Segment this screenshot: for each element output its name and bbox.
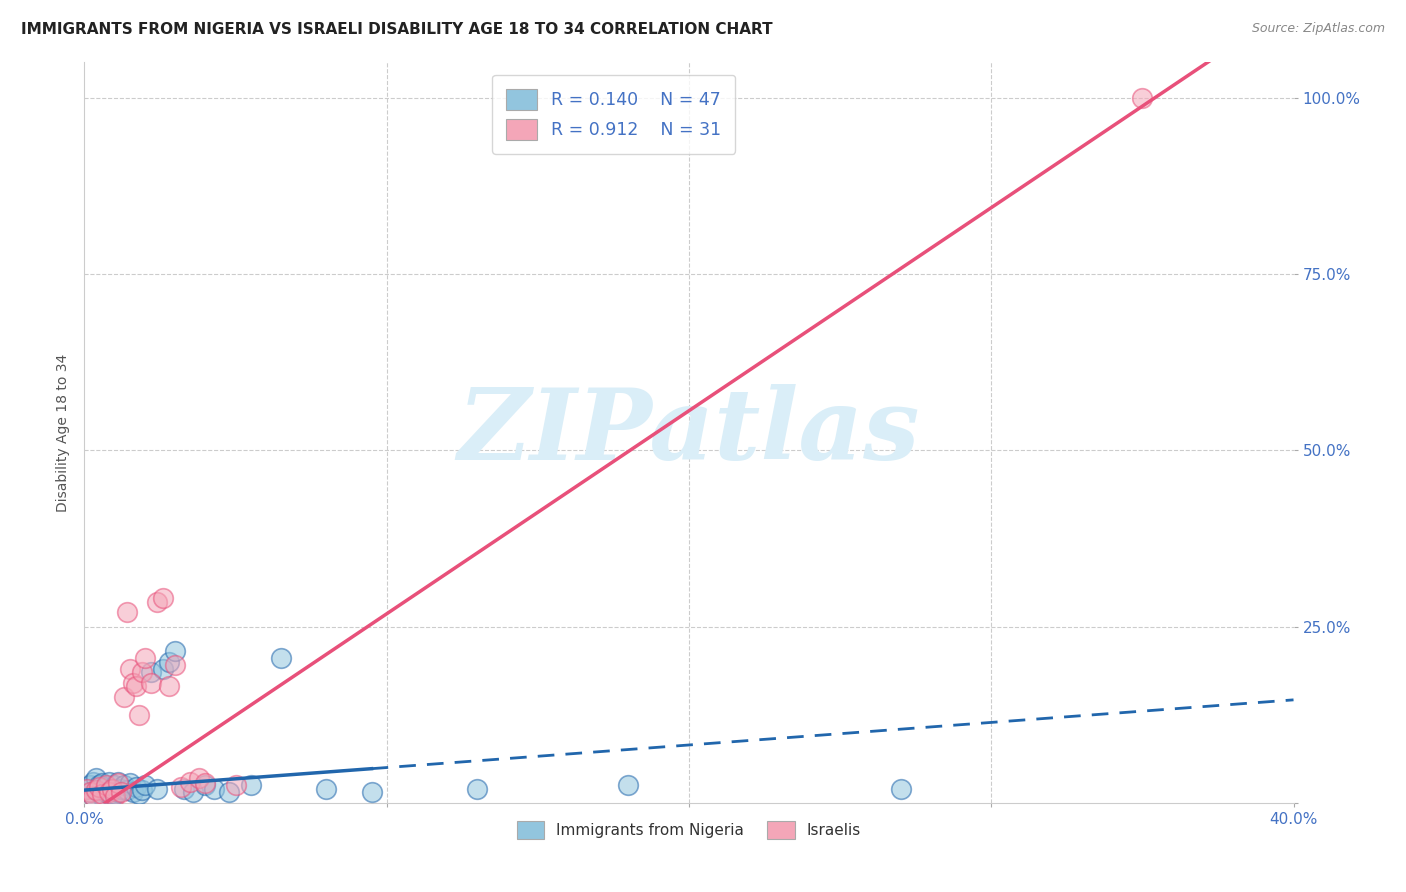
Point (194, 778, 217, 792)
Point (134, 778, 156, 792)
Point (100, 781, 122, 796)
Point (86, 771, 108, 785)
Text: IMMIGRANTS FROM NIGERIA VS ISRAELI DISABILITY AGE 18 TO 34 CORRELATION CHART: IMMIGRANTS FROM NIGERIA VS ISRAELI DISAB… (21, 22, 773, 37)
Point (131, 783, 153, 797)
Point (82, 774, 104, 789)
Point (76, 781, 98, 796)
Point (112, 778, 135, 792)
Point (188, 771, 211, 785)
Point (97, 774, 120, 789)
Y-axis label: Disability Age 18 to 34: Disability Age 18 to 34 (56, 353, 70, 512)
Point (239, 778, 262, 792)
Point (76, 781, 98, 796)
Point (112, 690, 135, 704)
Point (89, 778, 111, 792)
Point (107, 785, 129, 799)
Point (270, 651, 292, 665)
Point (82, 789, 104, 803)
Point (79, 778, 101, 792)
Point (79, 785, 101, 799)
Point (315, 781, 337, 796)
Text: ZIPatlas: ZIPatlas (458, 384, 920, 481)
Point (134, 651, 156, 665)
Point (91, 789, 114, 803)
Point (181, 785, 204, 799)
Point (1130, 91, 1153, 105)
Point (91, 788, 114, 802)
Point (194, 776, 217, 790)
Point (139, 676, 162, 690)
Point (104, 789, 127, 803)
Point (86, 781, 108, 796)
Point (157, 655, 180, 669)
Point (121, 785, 143, 799)
Point (467, 781, 489, 796)
Point (218, 785, 240, 799)
Point (100, 783, 122, 797)
Point (890, 781, 912, 796)
Point (152, 662, 174, 676)
Point (125, 780, 148, 795)
Point (97, 785, 120, 799)
Point (131, 665, 153, 680)
Point (104, 778, 127, 792)
Point (110, 781, 132, 796)
Point (173, 781, 195, 796)
Point (97, 788, 120, 802)
Point (94, 785, 117, 799)
Point (146, 781, 169, 796)
Point (89, 785, 111, 799)
Point (115, 606, 138, 620)
Point (225, 778, 247, 792)
Point (360, 785, 382, 799)
Point (91, 776, 114, 790)
Point (115, 783, 138, 797)
Point (89, 780, 111, 795)
Point (157, 680, 180, 694)
Point (202, 781, 225, 796)
Text: Source: ZipAtlas.com: Source: ZipAtlas.com (1251, 22, 1385, 36)
Point (617, 778, 640, 792)
Point (128, 707, 150, 722)
Point (179, 774, 201, 789)
Point (146, 595, 169, 609)
Point (100, 790, 122, 805)
Point (165, 658, 187, 673)
Legend: Immigrants from Nigeria, Israelis: Immigrants from Nigeria, Israelis (509, 814, 869, 847)
Point (94, 780, 117, 795)
Point (170, 780, 193, 795)
Point (139, 665, 162, 680)
Point (165, 644, 187, 658)
Point (107, 776, 129, 790)
Point (118, 662, 141, 676)
Point (121, 676, 143, 690)
Point (86, 783, 108, 797)
Point (152, 591, 174, 606)
Point (94, 778, 117, 792)
Point (79, 785, 101, 799)
Point (104, 788, 127, 802)
Point (128, 788, 150, 802)
Point (118, 776, 141, 790)
Point (82, 789, 104, 803)
Point (110, 785, 132, 799)
Point (107, 774, 129, 789)
Point (125, 680, 148, 694)
